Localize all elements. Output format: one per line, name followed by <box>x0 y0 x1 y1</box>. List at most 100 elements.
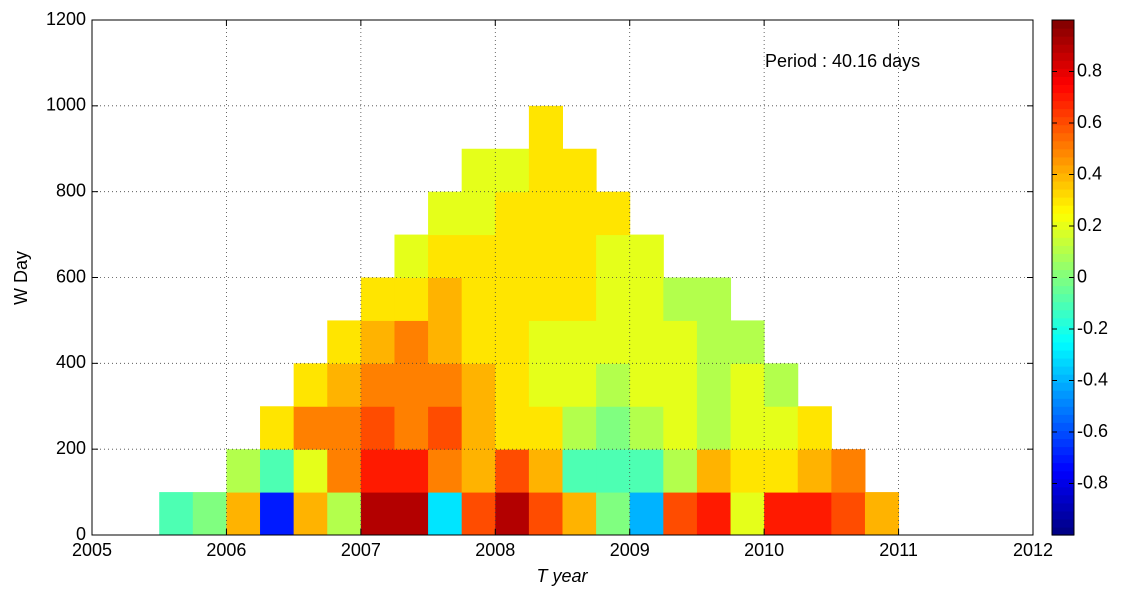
colorbar-segment <box>1052 478 1074 488</box>
colorbar-segment <box>1052 76 1074 85</box>
heat-cell <box>495 449 530 493</box>
colorbar-segment <box>1052 446 1074 456</box>
heat-cell <box>864 492 900 536</box>
heat-cell <box>293 406 328 450</box>
y-tick-label: 200 <box>56 438 86 458</box>
heat-cell <box>797 406 832 450</box>
heat-cell <box>663 320 698 364</box>
heat-cell <box>293 492 328 536</box>
colorbar-segment <box>1052 406 1074 415</box>
colorbar-segment <box>1052 510 1074 520</box>
heat-cell <box>360 406 395 450</box>
heat-cell <box>495 191 530 236</box>
colorbar-segment <box>1052 36 1074 45</box>
heat-cell <box>260 492 295 536</box>
heat-cell <box>327 406 362 450</box>
y-tick-label: 1200 <box>46 9 86 29</box>
heat-cell <box>528 449 563 493</box>
colorbar-segment <box>1052 237 1074 246</box>
colorbar-segment <box>1052 197 1074 206</box>
heat-cell <box>596 191 631 236</box>
heat-cell <box>360 449 395 493</box>
x-tick-label: 2012 <box>1013 540 1053 560</box>
colorbar-segment <box>1052 100 1074 110</box>
heat-cell <box>596 277 631 321</box>
colorbar-tick-label: 0.6 <box>1077 112 1102 132</box>
heat-cell <box>562 363 597 407</box>
heat-cell <box>327 449 362 493</box>
heat-cell <box>260 449 295 493</box>
heat-cell <box>764 492 799 536</box>
colorbar-segment <box>1052 374 1074 383</box>
heat-cell <box>663 406 698 450</box>
colorbar-segment <box>1052 486 1074 496</box>
heat-cell <box>562 234 597 278</box>
heat-cell <box>696 320 732 364</box>
heat-cell <box>394 234 429 278</box>
colorbar-tick-label: 0.2 <box>1077 215 1102 235</box>
heat-cell <box>562 492 597 536</box>
colorbar-segment <box>1052 253 1074 263</box>
colorbar-segment <box>1052 390 1074 399</box>
heat-cell <box>663 363 698 407</box>
heat-cell <box>428 492 463 536</box>
x-tick-label: 2006 <box>206 540 246 560</box>
heat-cell <box>394 406 429 450</box>
heat-cell <box>461 492 496 536</box>
heat-cell <box>428 277 463 321</box>
heat-cell <box>293 449 328 493</box>
heat-cell <box>562 320 597 364</box>
heat-cell <box>562 449 597 493</box>
heat-cell <box>226 492 261 536</box>
colorbar-segment <box>1052 20 1074 29</box>
colorbar-segment <box>1052 148 1074 158</box>
heat-cell <box>562 191 597 236</box>
heat-cell <box>461 148 496 193</box>
heat-cell <box>629 449 664 493</box>
colorbar-segment <box>1052 68 1074 77</box>
heat-cell <box>764 363 799 407</box>
x-tick-label: 2011 <box>879 540 918 560</box>
colorbar-segment <box>1052 518 1074 528</box>
heat-cell <box>226 449 261 493</box>
y-tick-label: 0 <box>76 524 86 544</box>
heat-cell <box>428 191 463 236</box>
heat-cell <box>596 320 631 364</box>
heat-cell <box>495 277 530 321</box>
heat-cell <box>495 363 530 407</box>
heat-cell <box>461 191 496 236</box>
x-tick-label: 2010 <box>744 540 784 560</box>
heat-cell <box>394 277 429 321</box>
colorbar-segment <box>1052 366 1074 375</box>
heat-cell <box>495 406 530 450</box>
x-tick-label: 2008 <box>475 540 515 560</box>
heat-cell <box>663 492 698 536</box>
colorbar-segment <box>1052 341 1074 351</box>
heat-cell <box>360 320 395 364</box>
colorbar-segment <box>1052 470 1074 480</box>
colorbar-segment <box>1052 52 1074 61</box>
colorbar-segment <box>1052 84 1074 94</box>
colorbar-segment <box>1052 261 1074 271</box>
colorbar-segment <box>1052 309 1074 319</box>
colorbar-segment <box>1052 44 1074 53</box>
y-tick-label: 800 <box>56 180 86 200</box>
colorbar-segment <box>1052 462 1074 472</box>
colorbar-segment <box>1052 140 1074 150</box>
heat-cell <box>192 492 227 536</box>
colorbar-segment <box>1052 317 1074 327</box>
heat-cell <box>562 406 597 450</box>
colorbar-segment <box>1052 172 1074 182</box>
heat-cell <box>528 277 563 321</box>
heat-cell <box>831 492 866 536</box>
colorbar-segment <box>1052 293 1074 303</box>
annotation: Period : 40.16 days <box>765 51 920 71</box>
colorbar-segment <box>1052 526 1074 536</box>
heat-cell <box>730 363 765 407</box>
heat-cell <box>260 406 295 450</box>
colorbar-segment <box>1052 398 1074 407</box>
heat-cell <box>495 320 530 364</box>
heat-cell <box>764 449 799 493</box>
heat-cell <box>730 492 765 536</box>
heat-cell <box>797 492 832 536</box>
